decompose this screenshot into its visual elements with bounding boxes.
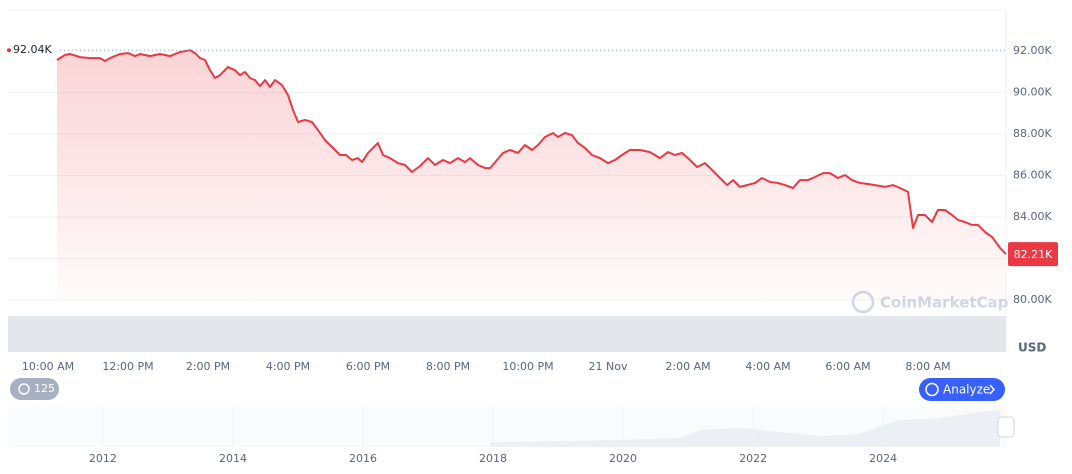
y-tick-label: 90.00K [1013,86,1052,99]
analyze-button[interactable]: Analyze [919,378,1005,401]
current-price-bg [1008,242,1058,267]
x-tick-label: 8:00 PM [426,360,470,373]
y-tick-label: 88.00K [1013,127,1052,140]
badge-bg[interactable] [10,378,59,400]
x-tick-label: 6:00 PM [346,360,390,373]
x-tick-label: 2:00 PM [186,360,230,373]
navigator-tick-label: 2016 [349,452,377,465]
high-label-bg [10,42,58,59]
x-tick-label: 12:00 PM [102,360,153,373]
navigator-tick-label: 2024 [869,452,897,465]
navigator-tick-label: 2018 [479,452,507,465]
y-tick-label: 80.00K [1013,293,1052,306]
high-label: 92.04K [13,43,52,56]
analyze-bg[interactable] [919,378,1005,401]
y-tick-label: 84.00K [1013,210,1052,223]
y-unit: USD [1018,341,1046,355]
high-marker [7,48,11,53]
price-area [57,50,1006,301]
x-tick-label: 2:00 AM [665,360,710,373]
x-tick-label: 8:00 AM [905,360,950,373]
navigator-tick-label: 2020 [609,452,637,465]
navigator-tick-label: 2022 [739,452,767,465]
x-tick-label: 10:00 AM [22,360,74,373]
navigator-tick-label: 2012 [89,452,117,465]
analyze-text[interactable]: Analyze [943,383,990,397]
x-tick-label: 10:00 PM [502,360,553,373]
current-price-label: 82.21K [1014,248,1053,261]
badge-text[interactable]: 125 [34,382,55,395]
navigator-history [490,410,1000,447]
x-tick-label: 6:00 AM [825,360,870,373]
navigator-tick-label: 2014 [219,452,247,465]
x-tick-label: 21 Nov [589,360,628,373]
navigator-handle[interactable] [997,416,1015,438]
price-line [56,49,1007,255]
x-tick-label: 4:00 AM [745,360,790,373]
x-tick-label: 4:00 PM [266,360,310,373]
history-badge[interactable]: 125 [10,378,59,400]
y-tick-label: 92.00K [1013,44,1052,57]
volume-bars [8,316,1006,352]
y-tick-label: 86.00K [1013,169,1052,182]
